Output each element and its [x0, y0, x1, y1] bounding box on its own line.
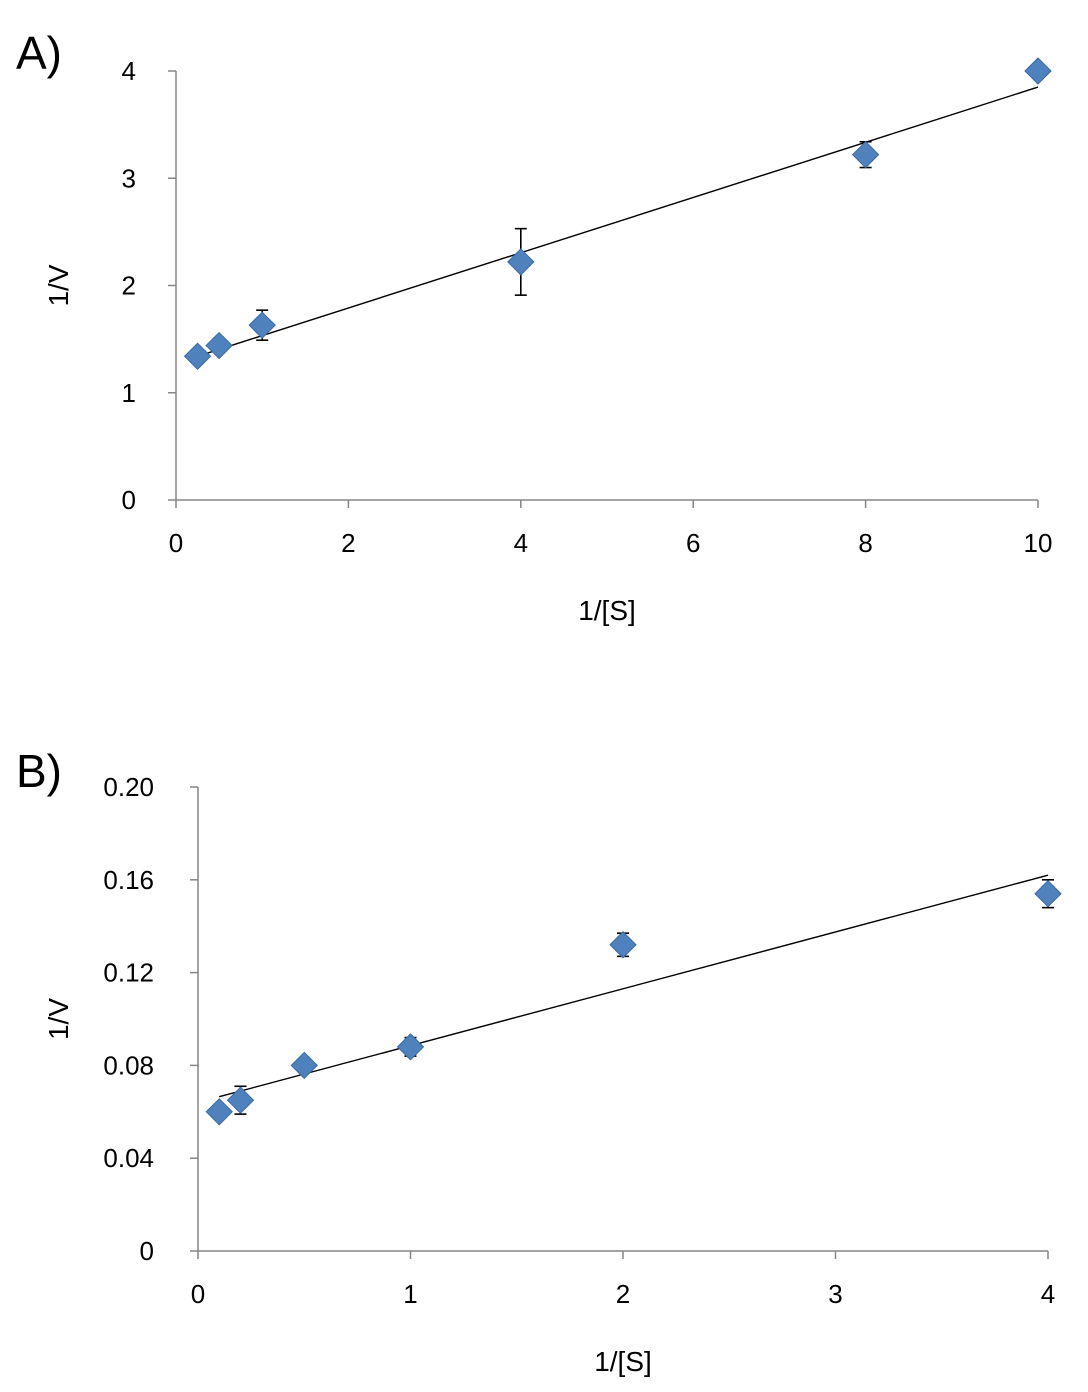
chart-a-y-tick-label: 3 [122, 163, 136, 193]
chart-a-data-point [1024, 57, 1052, 85]
chart-a-y-tick-label: 4 [122, 56, 136, 86]
chart-b-data-point [396, 1033, 425, 1061]
chart-a-y-tick-label: 2 [122, 271, 136, 301]
chart-b-x-tick-label: 4 [1041, 1279, 1055, 1309]
chart-b-y-tick-label: 0.16 [103, 865, 154, 895]
chart-a-x-tick-label: 2 [341, 528, 355, 558]
chart-b-data-point [1034, 880, 1062, 908]
chart-a-y-axis-title: 1/V [43, 264, 74, 306]
chart-a-data-point [507, 248, 535, 276]
chart-b-x-axis-title: 1/[S] [594, 1346, 652, 1377]
chart-panel-a: A) 0 1 2 3 4 0 2 4 6 8 10 1/[S] 1/V [0, 0, 1088, 660]
chart-b-data-point [609, 931, 637, 959]
chart-b-x-tick-label: 2 [616, 1279, 630, 1309]
chart-b-x-tick-label: 0 [191, 1279, 205, 1309]
chart-a-data-point [183, 342, 212, 370]
chart-b-y-tick-label: 0.08 [103, 1050, 154, 1080]
chart-b-data-point [290, 1051, 318, 1080]
chart-a-data-point [248, 311, 276, 339]
chart-a-y-tick-label: 0 [122, 485, 136, 515]
chart-a-x-tick-label: 4 [514, 528, 528, 558]
chart-a-trendline [197, 86, 1039, 357]
chart-b-x-tick-label: 3 [828, 1279, 842, 1309]
lineweaver-burk-chart-b: 0 0.04 0.08 0.12 0.16 0.20 0 1 2 3 4 1/[S] 1/V [43, 772, 1062, 1377]
chart-b-data-point [205, 1098, 233, 1126]
chart-b-trendline [219, 874, 1049, 1098]
chart-a-x-axis-title: 1/[S] [578, 595, 636, 626]
lineweaver-burk-chart-a: 0 1 2 3 4 0 2 4 6 8 10 1/[S] 1/V [43, 56, 1053, 626]
chart-b-x-tick-label: 1 [403, 1279, 417, 1309]
chart-b-data-point [226, 1086, 255, 1114]
chart-a-y-tick-label: 1 [122, 378, 136, 408]
chart-a-x-tick-label: 6 [686, 528, 700, 558]
chart-a-data-point [851, 140, 880, 169]
chart-b-y-tick-label: 0.12 [103, 958, 154, 988]
chart-a-x-tick-label: 8 [858, 528, 872, 558]
chart-a-x-tick-label: 10 [1024, 528, 1053, 558]
panel-label-a: A) [16, 27, 62, 79]
chart-b-y-tick-label: 0 [140, 1236, 154, 1266]
chart-a-x-tick-label: 0 [169, 528, 183, 558]
chart-b-y-tick-label: 0.04 [103, 1143, 154, 1173]
chart-panel-b: B) 0 0.04 0.08 0.12 0.16 0.20 0 1 2 3 4 1/[S] 1/V [0, 730, 1088, 1392]
panel-label-b: B) [16, 745, 62, 797]
chart-b-y-tick-label: 0.20 [103, 772, 154, 802]
chart-a-data-point [205, 331, 233, 360]
chart-b-y-axis-title: 1/V [43, 998, 74, 1040]
